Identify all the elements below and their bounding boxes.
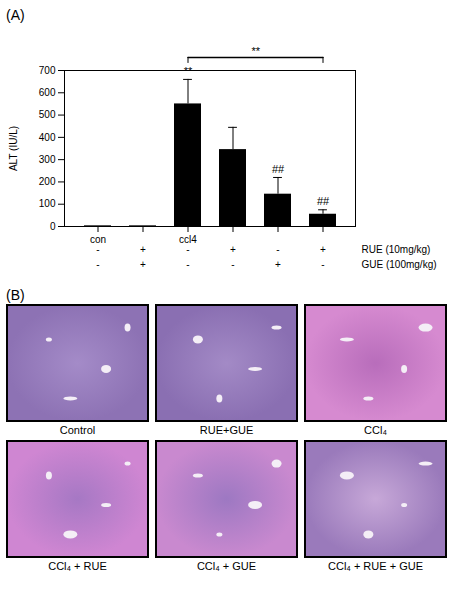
html-text:CCl₄ + RUE: CCl₄ + RUE	[48, 560, 107, 572]
html-text:Control: Control	[59, 424, 96, 436]
svg-text:400: 400	[39, 132, 56, 143]
svg-text:+: +	[140, 244, 146, 255]
svg-text:700: 700	[39, 65, 56, 76]
html-text:CCl₄: CCl₄	[364, 424, 387, 436]
svg-text:+: +	[320, 244, 326, 255]
svg-text:200: 200	[39, 176, 56, 187]
svg-text:500: 500	[39, 109, 56, 120]
svg-text:+: +	[140, 259, 146, 270]
svg-text:-: -	[186, 244, 189, 255]
svg-text:+: +	[275, 259, 281, 270]
html-text:(B): (B)	[6, 287, 25, 303]
svg-text:100: 100	[39, 198, 56, 209]
html-text:(A): (A)	[6, 7, 25, 23]
svg-text:GUE (100mg/kg): GUE (100mg/kg)	[362, 259, 437, 270]
svg-text:ccl4: ccl4	[179, 233, 197, 245]
svg-text:RUE (10mg/kg): RUE (10mg/kg)	[362, 244, 431, 255]
html-text:CCl₄ + RUE + GUE: CCl₄ + RUE + GUE	[328, 560, 423, 572]
svg-text:##: ##	[272, 163, 285, 175]
svg-text:-: -	[96, 244, 99, 255]
svg-text:##: ##	[317, 195, 330, 207]
svg-text:ALT (IU/L): ALT (IU/L)	[8, 126, 19, 171]
html-text:CCl₄ + GUE: CCl₄ + GUE	[196, 560, 257, 572]
svg-text:0: 0	[50, 221, 56, 232]
svg-text:-: -	[231, 259, 234, 270]
svg-text:-: -	[96, 259, 99, 270]
svg-text:**: **	[251, 45, 260, 57]
svg-text:+: +	[230, 244, 236, 255]
svg-text:600: 600	[39, 87, 56, 98]
svg-text:-: -	[276, 244, 279, 255]
svg-text:300: 300	[39, 154, 56, 165]
svg-text:con: con	[89, 233, 107, 245]
svg-text:-: -	[321, 259, 324, 270]
html-text:RUE+GUE: RUE+GUE	[199, 424, 254, 436]
svg-text:-: -	[186, 259, 189, 270]
